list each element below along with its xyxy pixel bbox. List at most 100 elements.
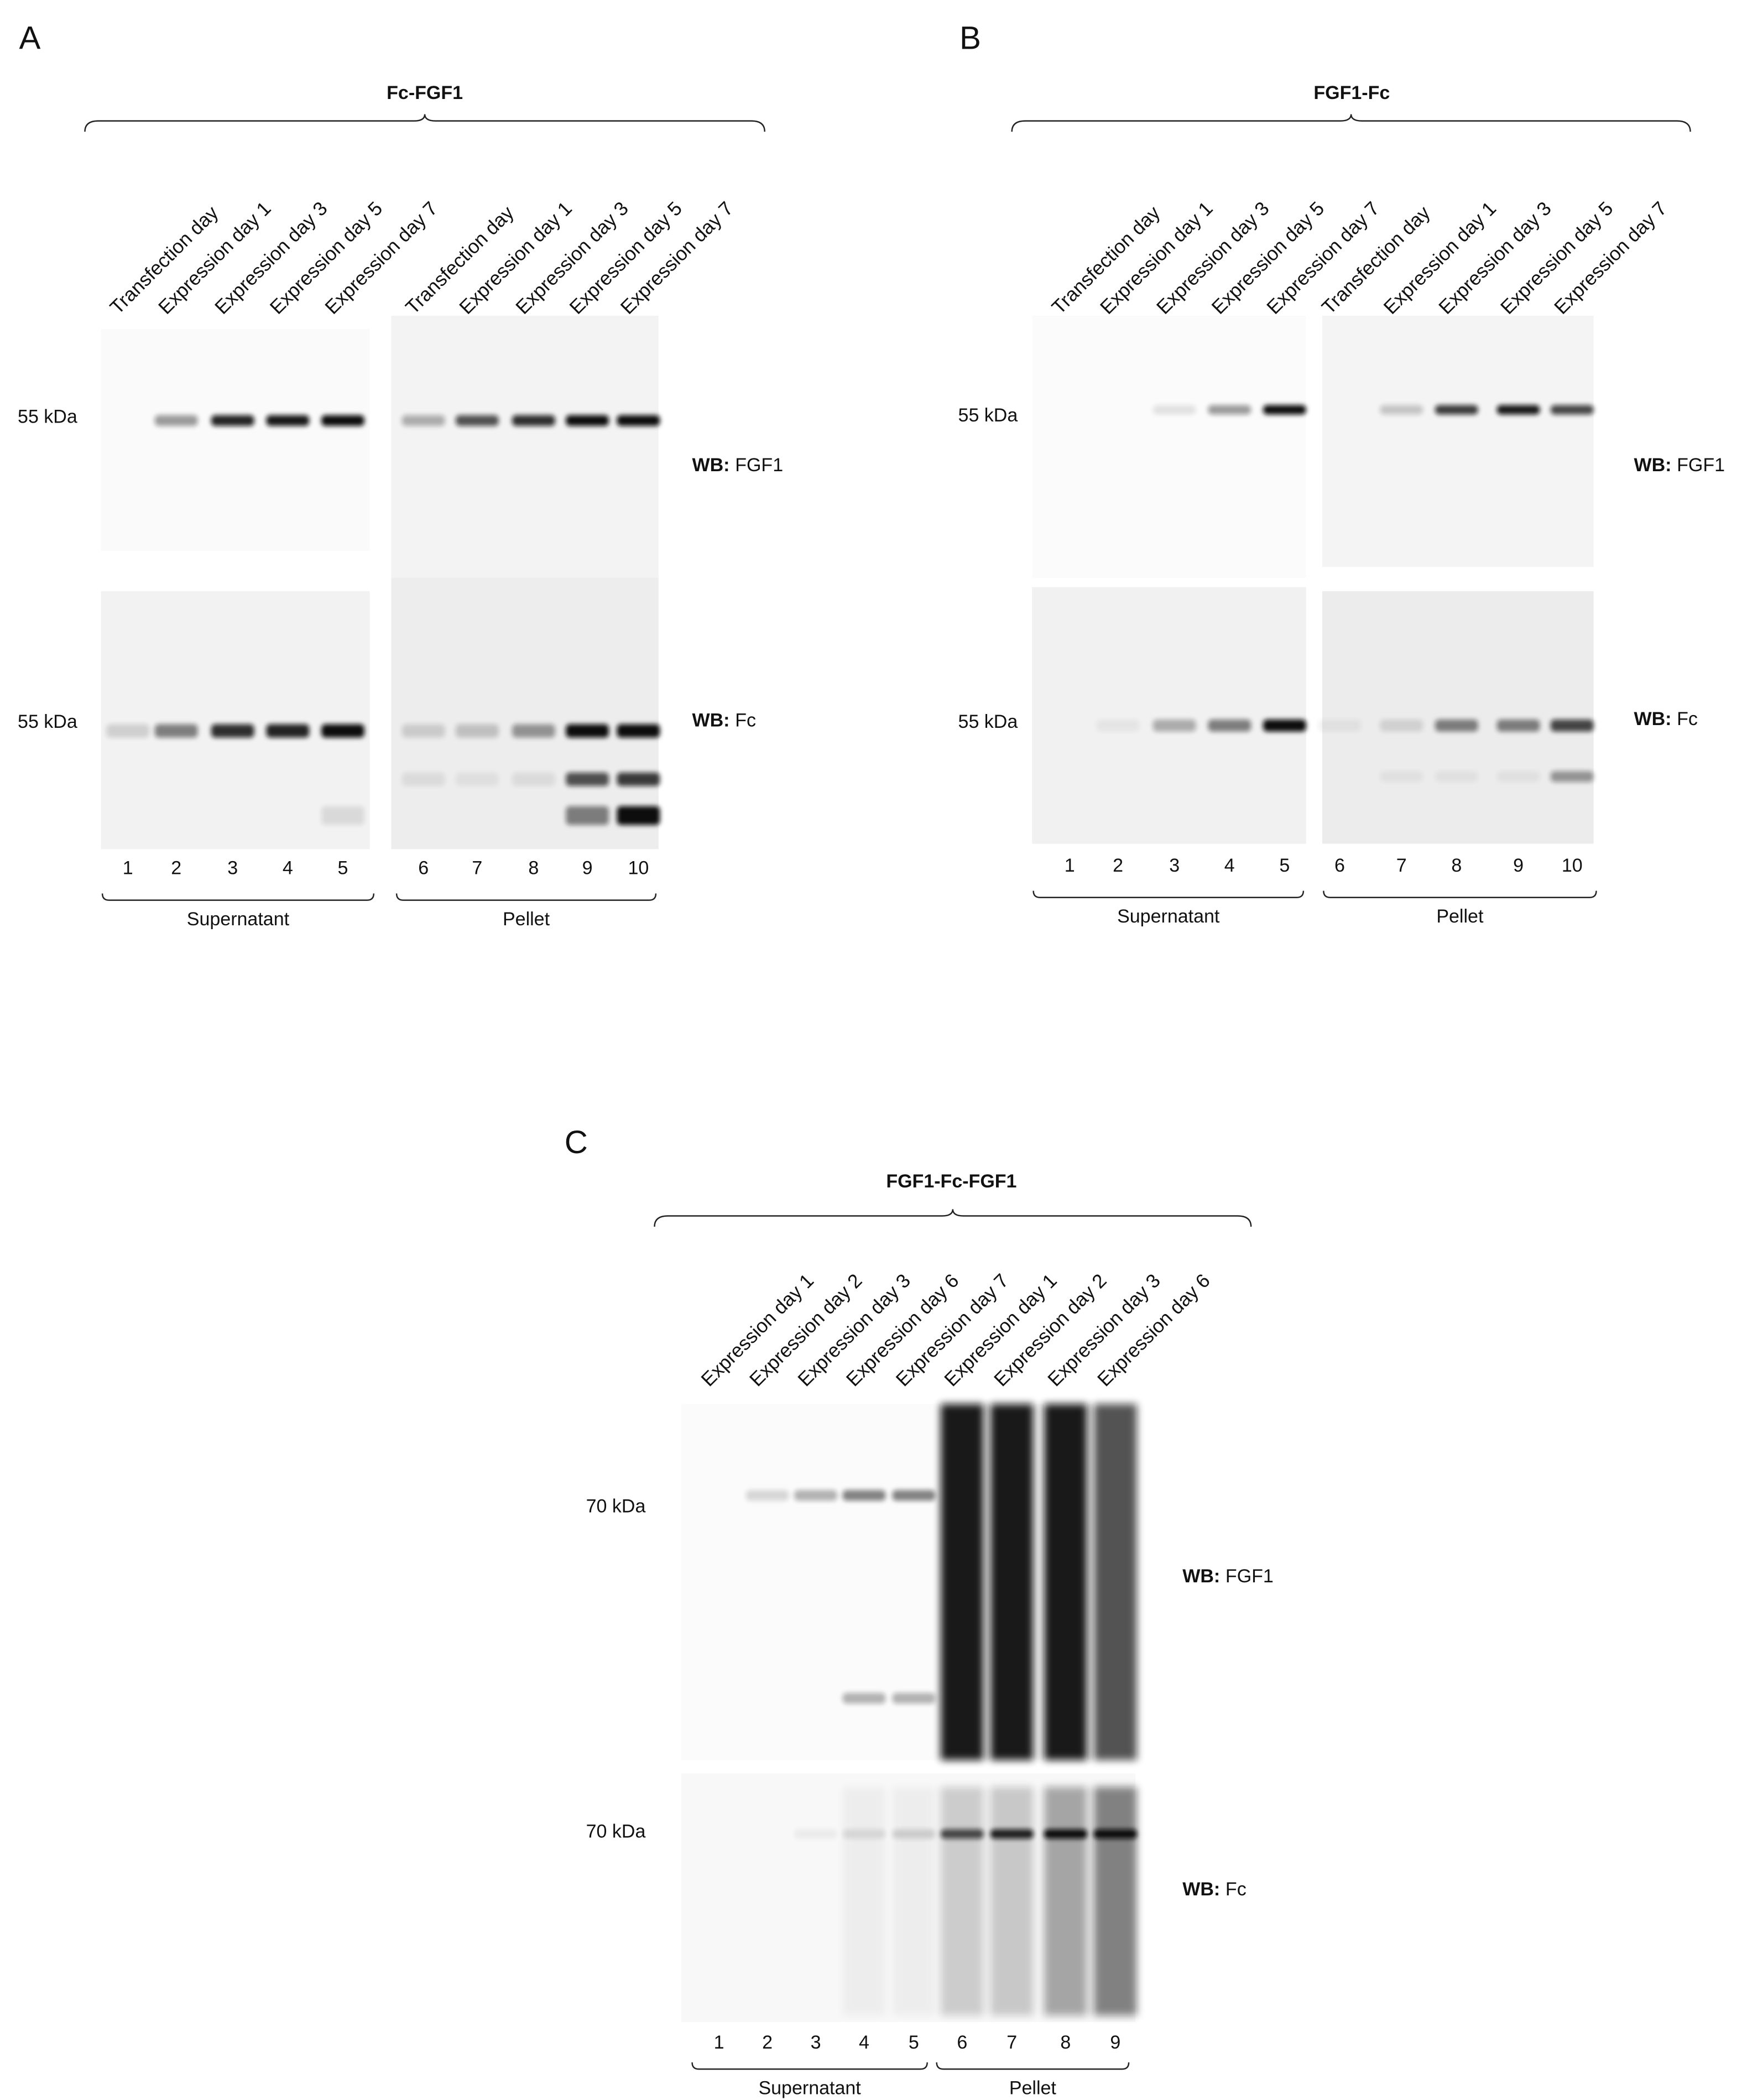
blot-band [1208, 405, 1251, 415]
lane-number: 7 [1007, 2032, 1017, 2053]
blot-image [1322, 315, 1594, 567]
blot-band [1380, 771, 1423, 782]
lane-number: 1 [123, 858, 133, 879]
blot-band [266, 724, 310, 738]
lane-number: 6 [957, 2032, 967, 2053]
blot-band [1435, 719, 1478, 732]
panel-letter: A [19, 20, 40, 56]
blot-band [154, 724, 198, 738]
blot-band [1318, 719, 1362, 732]
group-bracket [101, 893, 375, 901]
blot-band [1263, 719, 1306, 732]
marker-label: 70 kDa [586, 1821, 646, 1842]
group-bracket [395, 893, 657, 901]
lane-number: 3 [227, 858, 238, 879]
blot-band [1435, 771, 1478, 782]
group-bracket [1032, 890, 1305, 898]
wb-prefix: WB: [692, 710, 730, 731]
wb-target: FGF1 [1225, 1566, 1274, 1587]
marker-label: 55 kDa [18, 406, 77, 427]
blot-band [321, 415, 364, 426]
lane-number: 5 [909, 2032, 919, 2053]
blot-band [321, 724, 364, 738]
lane-number: 7 [1396, 855, 1407, 876]
lane-number: 5 [337, 858, 348, 879]
blot-band [1496, 771, 1540, 782]
wb-label: WB: Fc [1634, 708, 1697, 729]
wb-prefix: WB: [1182, 1879, 1220, 1900]
blot-band [211, 724, 254, 738]
blot-band [1096, 719, 1140, 732]
blot-band [455, 724, 499, 738]
blot-band [794, 1490, 837, 1501]
blot-band [1496, 719, 1540, 732]
blot-band [892, 1829, 936, 1839]
blot-band [566, 724, 609, 738]
blot-smear [940, 1404, 984, 1760]
group-label: Pellet [503, 909, 550, 930]
blot-band [1435, 405, 1478, 415]
lane-number: 7 [472, 858, 482, 879]
wb-target: FGF1 [735, 455, 783, 476]
blot-image [101, 591, 370, 850]
construct-title: Fc-FGF1 [387, 82, 463, 103]
panel-letter: C [565, 1124, 588, 1160]
group-bracket [691, 2062, 928, 2070]
lane-number: 1 [1065, 855, 1075, 876]
group-bracket [936, 2062, 1130, 2070]
blot-band [1208, 719, 1251, 732]
blot-band [842, 1692, 886, 1704]
blot-smear [990, 1786, 1034, 2015]
lane-number: 3 [811, 2032, 821, 2053]
blot-band [321, 806, 364, 825]
lane-number: 8 [528, 858, 539, 879]
blot-band [1263, 405, 1306, 415]
blot-band [401, 724, 445, 738]
lane-number: 6 [418, 858, 429, 879]
lane-number: 8 [1060, 2032, 1071, 2053]
wb-prefix: WB: [1634, 455, 1671, 476]
marker-label: 70 kDa [586, 1496, 646, 1517]
blot-band [512, 772, 555, 786]
lane-number: 6 [1334, 855, 1345, 876]
wb-label: WB: Fc [1182, 1879, 1246, 1900]
lane-number: 10 [1562, 855, 1583, 876]
blot-smear [842, 1786, 886, 2015]
wb-prefix: WB: [692, 455, 730, 476]
wb-label: WB: FGF1 [1634, 455, 1725, 476]
blot-band [794, 1829, 837, 1839]
blot-band [401, 415, 445, 426]
lane-number: 4 [1224, 855, 1235, 876]
group-bracket [1323, 890, 1597, 898]
construct-title: FGF1-Fc [1313, 82, 1390, 103]
blot-band [455, 772, 499, 786]
blot-smear [1093, 1786, 1137, 2015]
blot-band [1153, 405, 1196, 415]
blot-smear [1093, 1404, 1137, 1760]
blot-band [566, 415, 609, 426]
lane-number: 3 [1169, 855, 1180, 876]
lane-number: 4 [859, 2032, 869, 2053]
blot-band [512, 415, 555, 426]
blot-band [745, 1490, 789, 1501]
marker-label: 55 kDa [18, 711, 77, 732]
group-label: Pellet [1436, 906, 1484, 927]
wb-label: WB: FGF1 [1182, 1566, 1274, 1587]
blot-band [1380, 719, 1423, 732]
lane-number: 5 [1279, 855, 1290, 876]
blot-band [617, 806, 660, 825]
group-label: Pellet [1009, 2078, 1057, 2099]
group-label: Supernatant [187, 909, 290, 930]
blot-band [106, 724, 150, 738]
blot-band [566, 806, 609, 825]
lane-number: 2 [1113, 855, 1123, 876]
construct-title: FGF1-Fc-FGF1 [886, 1171, 1016, 1192]
blot-band [1550, 405, 1594, 415]
blot-band [211, 415, 254, 426]
blot-band [266, 415, 310, 426]
blot-band [842, 1829, 886, 1839]
blot-smear [1044, 1786, 1087, 2015]
